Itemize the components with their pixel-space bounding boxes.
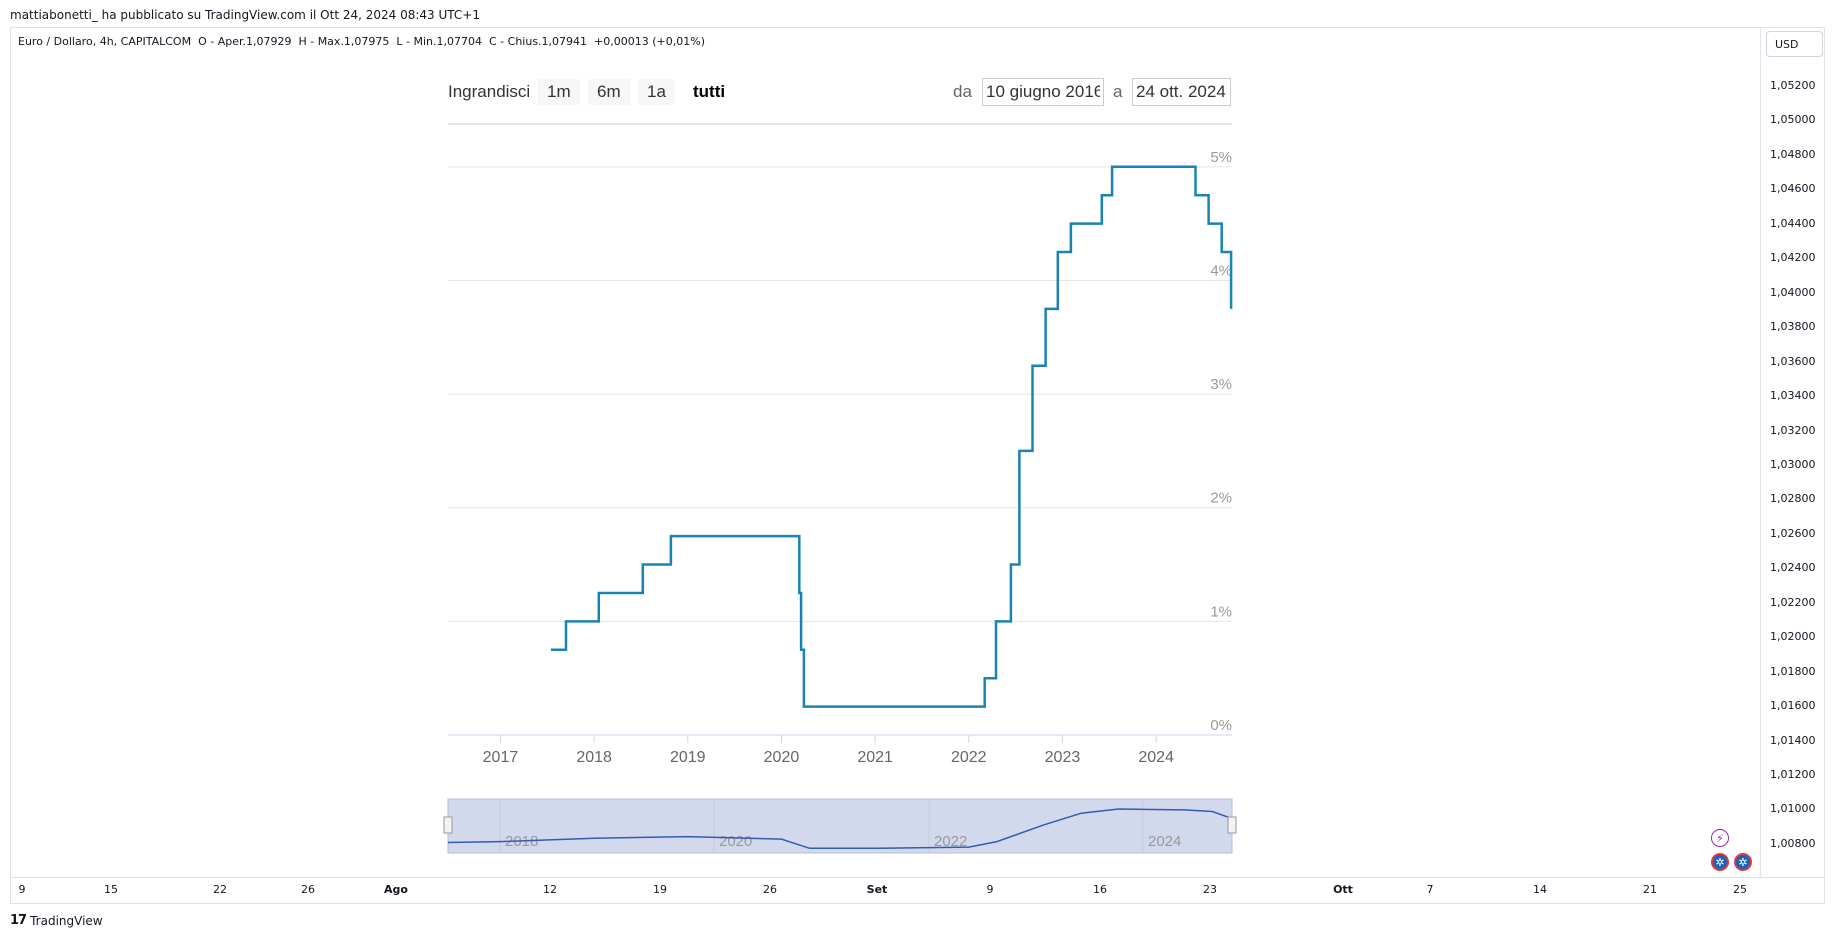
x-tick-label: 2019 — [670, 749, 706, 766]
time-tick: 16 — [1093, 883, 1107, 896]
time-tick: 25 — [1733, 883, 1747, 896]
x-tick-label: 2017 — [483, 749, 519, 766]
x-tick-label: 2024 — [1138, 749, 1174, 766]
y-tick-label: 4% — [1210, 262, 1232, 279]
frame-top-border — [10, 27, 1825, 28]
x-tick-label: 2020 — [764, 749, 800, 766]
time-tick: 9 — [986, 883, 994, 896]
price-tick: 1,03000 — [1770, 457, 1816, 471]
price-tick: 1,02000 — [1770, 630, 1816, 644]
zoom-all-button[interactable]: tutti — [684, 79, 734, 105]
price-tick: 1,04800 — [1770, 147, 1816, 161]
price-tick: 1,04400 — [1770, 216, 1816, 230]
y-tick-label: 0% — [1210, 717, 1232, 734]
time-tick: Set — [866, 883, 888, 896]
time-tick: 26 — [301, 883, 315, 896]
time-tick: 12 — [543, 883, 557, 896]
zoom-1a-button[interactable]: 1a — [638, 79, 675, 105]
frame-left-border — [10, 27, 11, 903]
time-tick: 22 — [213, 883, 227, 896]
price-tick: 1,04600 — [1770, 182, 1816, 196]
price-tick: 1,02800 — [1770, 492, 1816, 506]
time-tick: 21 — [1643, 883, 1657, 896]
price-tick: 1,05000 — [1770, 113, 1816, 127]
from-date-input[interactable] — [982, 78, 1104, 106]
price-tick: 1,01800 — [1770, 664, 1816, 678]
price-tick: 1,02600 — [1770, 526, 1816, 540]
navigator-label: 2022 — [934, 833, 967, 850]
currency-label: USD — [1775, 37, 1799, 51]
time-tick: 19 — [653, 883, 667, 896]
price-tick: 1,01000 — [1770, 802, 1816, 816]
tradingview-logo[interactable]: 17 TradingView — [10, 913, 103, 928]
y-tick-label: 2% — [1210, 490, 1232, 507]
price-tick: 1,03600 — [1770, 354, 1816, 368]
zoom-1m-button[interactable]: 1m — [538, 79, 580, 105]
navigator-label: 2024 — [1148, 833, 1181, 850]
y-tick-label: 3% — [1210, 376, 1232, 393]
currency-button[interactable]: USD — [1766, 31, 1823, 57]
globe-icon[interactable]: ✲ — [1734, 853, 1752, 871]
y-tick-label: 5% — [1210, 149, 1232, 166]
tradingview-logo-icon: 17 — [10, 913, 27, 928]
price-tick: 1,01600 — [1770, 699, 1816, 713]
from-label: da — [953, 82, 972, 101]
price-tick: 1,01200 — [1770, 768, 1816, 781]
time-tick: 7 — [1426, 883, 1434, 896]
price-axis-divider — [1760, 27, 1761, 877]
zoom-label: Ingrandisci — [448, 82, 531, 101]
time-tick: 23 — [1203, 883, 1217, 896]
price-tick: 1,05200 — [1770, 79, 1816, 92]
publisher-text: mattiabonetti_ ha pubblicato su TradingV… — [10, 8, 480, 22]
time-tick: 14 — [1533, 883, 1547, 896]
price-tick: 1,02400 — [1770, 561, 1816, 575]
to-date-input[interactable] — [1132, 78, 1231, 106]
x-tick-label: 2018 — [576, 749, 612, 766]
price-tick: 1,04000 — [1770, 285, 1816, 299]
x-tick-label: 2022 — [951, 749, 987, 766]
price-tick: 1,00800 — [1770, 836, 1816, 850]
tradingview-logo-text: TradingView — [30, 913, 103, 928]
symbol-legend: Euro / Dollaro, 4h, CAPITALCOM O - Aper.… — [18, 35, 705, 48]
zoom-6m-button[interactable]: 6m — [588, 79, 630, 105]
time-axis-divider — [10, 877, 1825, 878]
x-tick-label: 2023 — [1045, 749, 1081, 766]
price-tick: 1,02200 — [1770, 595, 1816, 609]
time-tick: Ott — [1333, 883, 1353, 896]
navigator-handle[interactable] — [443, 816, 453, 834]
navigator-handle[interactable] — [1227, 816, 1237, 834]
lightning-icon[interactable]: ⚡ — [1711, 829, 1729, 847]
navigator-label: 2020 — [719, 833, 752, 850]
globe-icon[interactable]: ✲ — [1711, 853, 1729, 871]
price-tick: 1,03800 — [1770, 320, 1816, 334]
price-tick: 1,01400 — [1770, 733, 1816, 747]
x-tick-label: 2021 — [857, 749, 893, 766]
price-tick: 1,03200 — [1770, 423, 1816, 437]
price-tick: 1,04200 — [1770, 251, 1816, 265]
time-tick: 15 — [104, 883, 118, 896]
to-label: a — [1113, 82, 1123, 101]
y-tick-label: 1% — [1210, 603, 1232, 620]
time-tick: 9 — [18, 883, 26, 896]
time-tick: 26 — [763, 883, 777, 896]
navigator-series-line — [447, 808, 1232, 850]
rate-series-line — [551, 165, 1233, 708]
price-tick: 1,03400 — [1770, 389, 1816, 403]
frame-right-border — [1824, 27, 1825, 903]
frame-bottom-border — [10, 903, 1825, 904]
navigator-background — [447, 798, 1233, 854]
time-tick: Ago — [384, 883, 408, 896]
